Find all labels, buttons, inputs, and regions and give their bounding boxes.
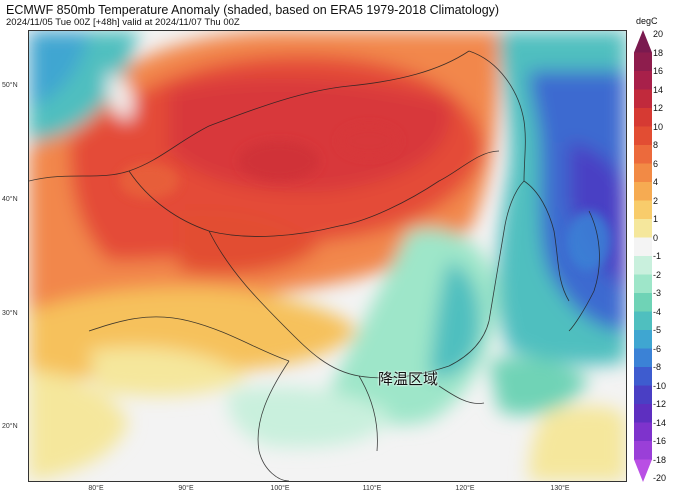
colorbar-segment [634, 237, 652, 257]
colorbar-tick-label: 0 [653, 232, 659, 243]
colorbar-segment [634, 71, 652, 90]
colorbar-tick-label: 16 [653, 66, 664, 76]
lat-label-30n: 30°N [2, 310, 18, 317]
colorbar-segment [634, 30, 652, 53]
colorbar-tick-label: -12 [653, 399, 667, 409]
temperature-anomaly-map [28, 30, 627, 482]
colorbar-segment [634, 422, 652, 442]
colorbar-segment [634, 404, 652, 423]
colorbar-tick-label: -6 [653, 343, 662, 354]
lat-label-20n: 20°N [2, 423, 18, 430]
colorbar-segment [634, 441, 652, 460]
colorbar-segment [634, 126, 652, 146]
colorbar-segment [634, 348, 652, 368]
colorbar-tick-label: -20 [653, 473, 667, 483]
colorbar-segment [634, 385, 652, 405]
colorbar-tick-label: 12 [653, 103, 664, 113]
colorbar-segment [634, 311, 652, 331]
anomaly-shading [29, 31, 626, 481]
colorbar-tick-label: 8 [653, 140, 659, 150]
colorbar-segment [634, 293, 652, 312]
colorbar-segment [634, 200, 652, 220]
colorbar-tick-label: -3 [653, 288, 662, 298]
lat-label-40n: 40°N [2, 196, 18, 203]
lon-label-130e: 130°E [550, 485, 570, 492]
colorbar-segment [634, 108, 652, 127]
colorbar-tick-label: -4 [653, 306, 662, 317]
colorbar-segment [634, 52, 652, 72]
lon-label-120e: 120°E [455, 485, 475, 492]
colorbar-segment [634, 256, 652, 275]
colorbar-tick-label: 18 [653, 47, 664, 58]
colorbar-segment [634, 459, 652, 482]
colorbar-segment [634, 145, 652, 164]
lon-label-110e: 110°E [362, 485, 382, 492]
chart-subtitle: 2024/11/05 Tue 00Z [+48h] valid at 2024/… [6, 17, 240, 28]
colorbar-tick-label: 1 [653, 214, 659, 224]
colorbar-tick-label: 10 [653, 121, 664, 132]
cooling-region-label: 降温区域 [378, 370, 439, 388]
colorbar-unit: degC [636, 16, 658, 26]
colorbar-tick-label: 6 [653, 158, 659, 169]
colorbar-segment [634, 219, 652, 238]
colorbar-tick-label: -18 [653, 454, 667, 465]
colorbar-tick-label: -16 [653, 436, 667, 446]
colorbar-segment [634, 274, 652, 294]
colorbar-segment [634, 330, 652, 349]
lon-label-90e: 90°E [178, 485, 194, 492]
colorbar-tick-label: 14 [653, 84, 664, 95]
colorbar-tick-label: -10 [653, 380, 667, 391]
colorbar-tick-label: -14 [653, 417, 667, 428]
colorbar-tick-label: -2 [653, 269, 662, 280]
colorbar-tick-label: 2 [653, 195, 659, 206]
colorbar-segment [634, 182, 652, 201]
colorbar-segment [634, 163, 652, 183]
colorbar-segment [634, 89, 652, 109]
colorbar-tick-label: -5 [653, 325, 662, 335]
colorbar-tick-label: 20 [653, 29, 664, 39]
colorbar [634, 30, 652, 482]
lat-label-50n: 50°N [2, 82, 18, 89]
lon-label-100e: 100°E [270, 485, 290, 492]
colorbar-tick-label: 4 [653, 177, 659, 187]
lon-label-80e: 80°E [88, 485, 104, 492]
colorbar-tick-label: -8 [653, 362, 662, 372]
chart-title: ECMWF 850mb Temperature Anomaly (shaded,… [6, 3, 500, 17]
colorbar-segment [634, 367, 652, 386]
colorbar-tick-label: -1 [653, 251, 662, 261]
